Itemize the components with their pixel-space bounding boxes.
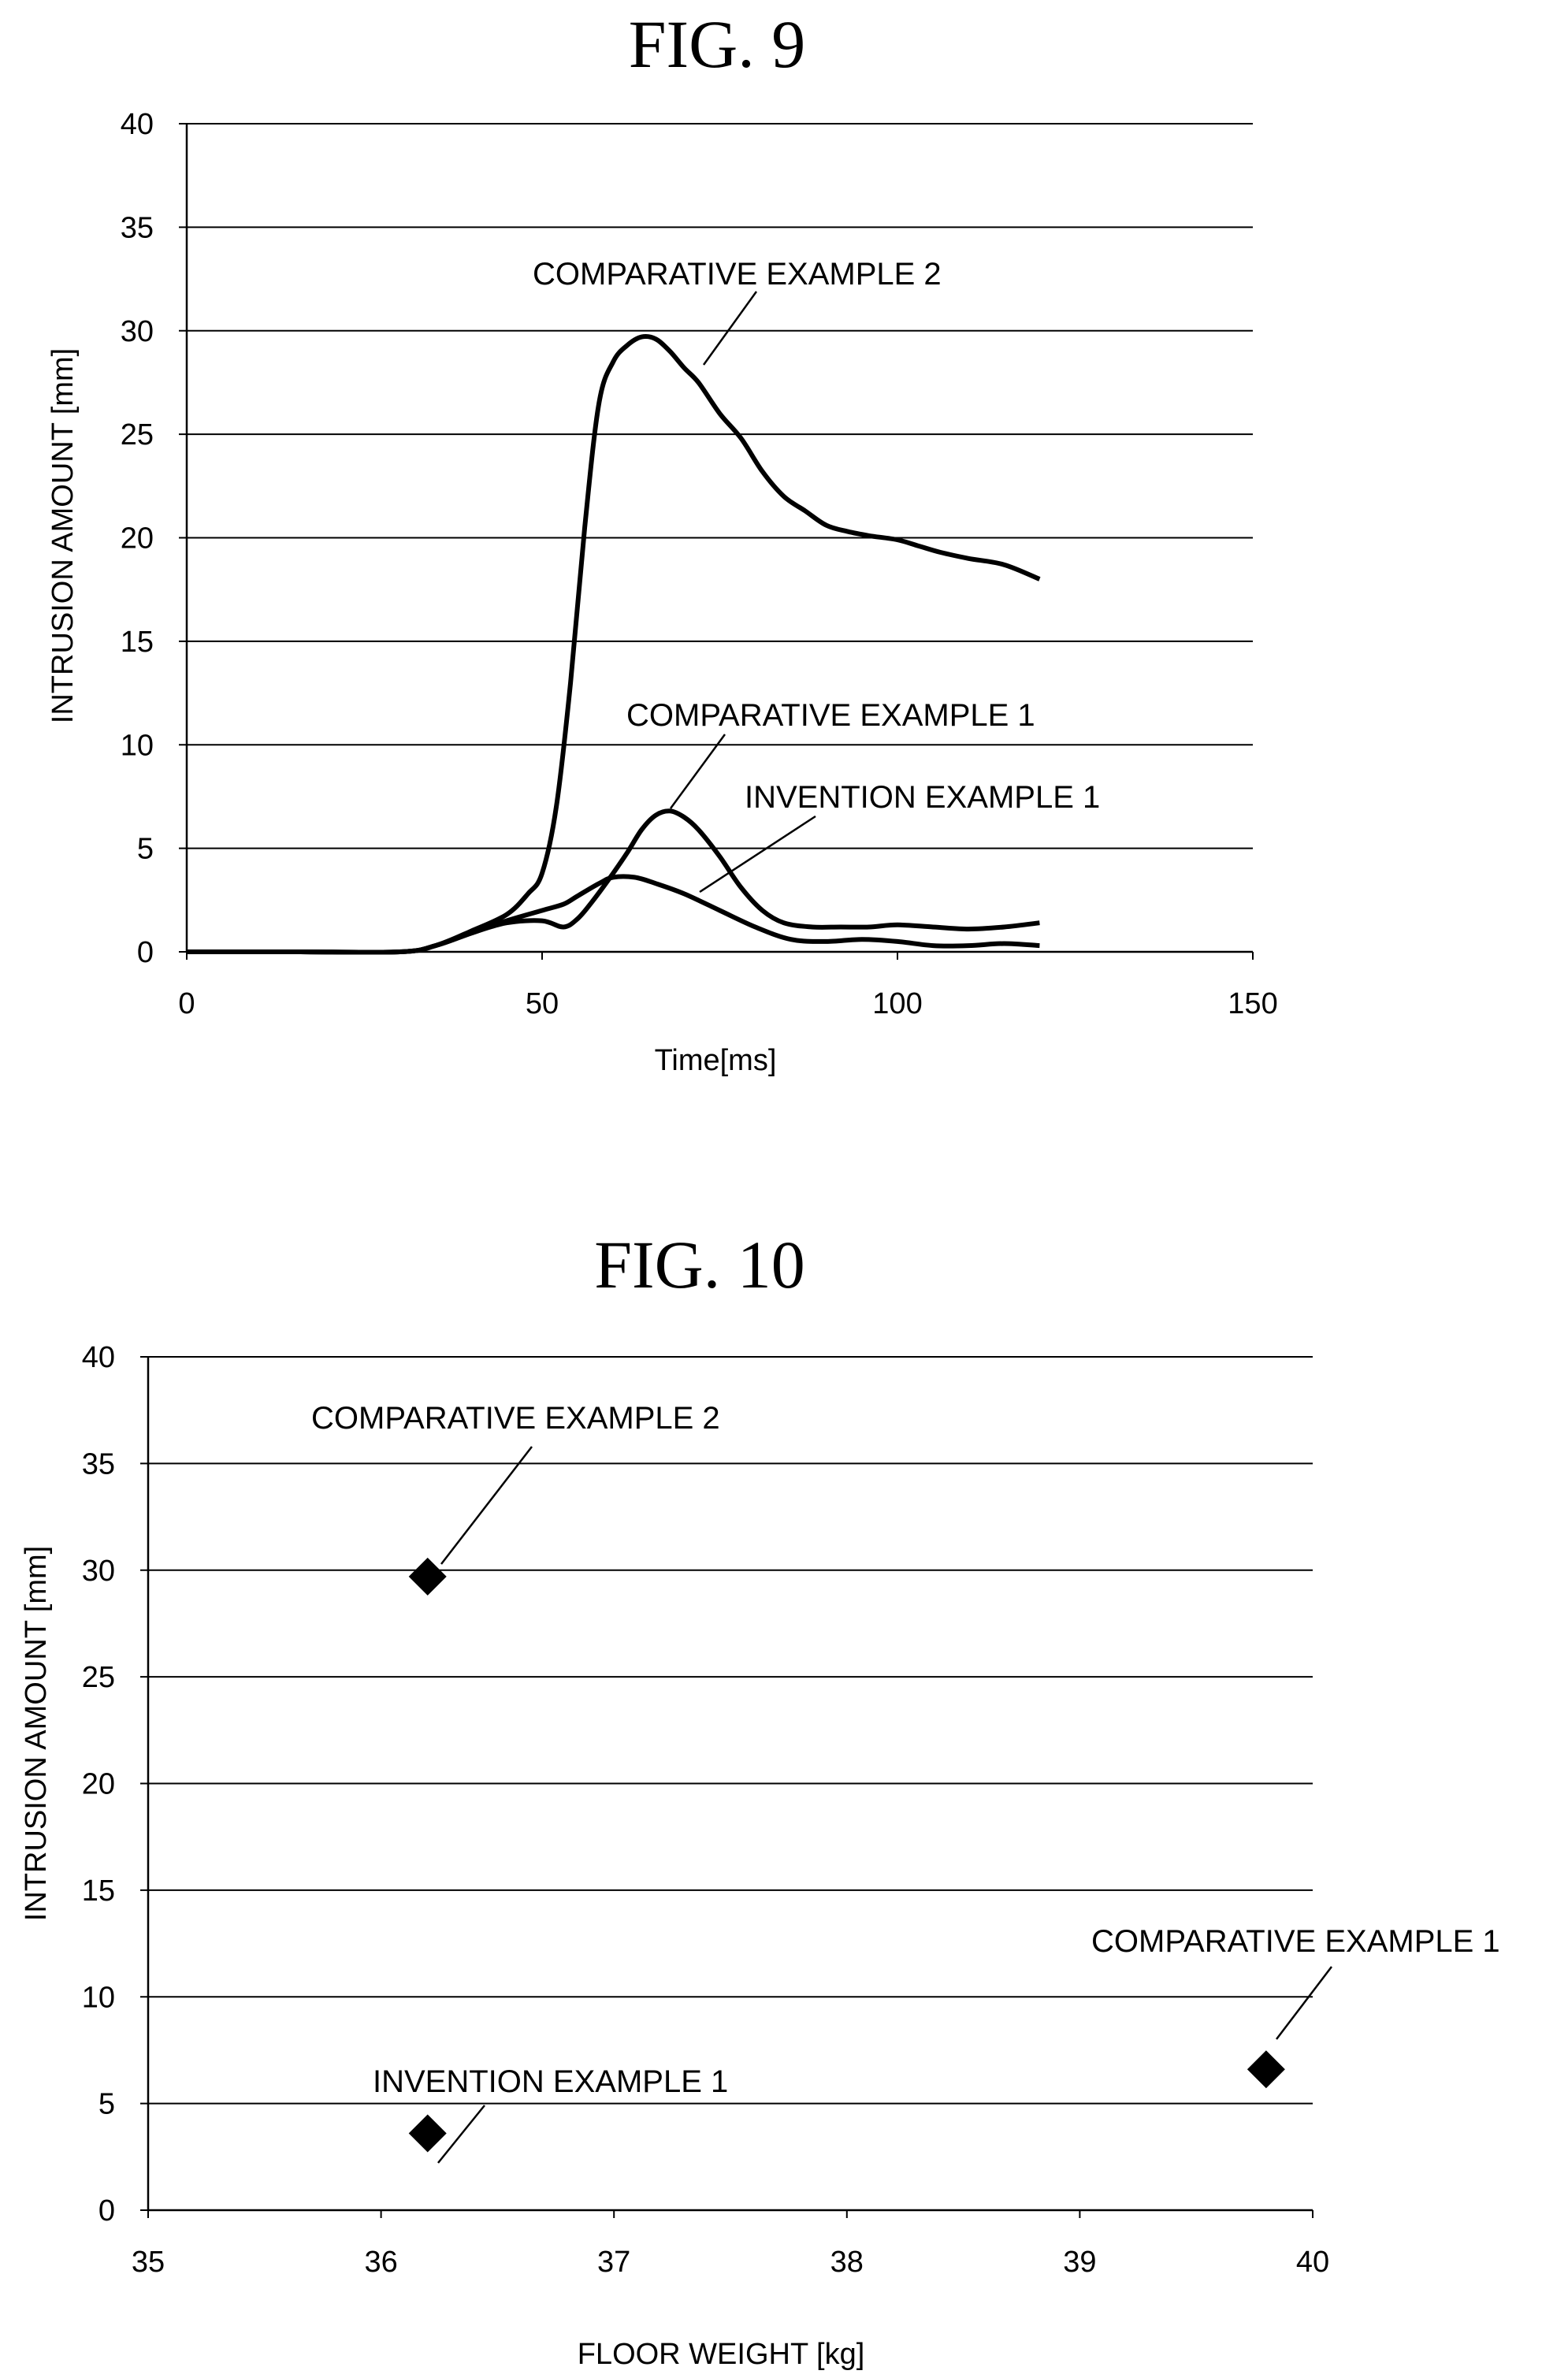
fig9-axes [179,123,1254,960]
fig10-y-tick-label: 20 [82,1768,115,1801]
fig9-leader-comparative-example-2 [702,291,758,366]
fig9-series-line-invention-example-1 [187,874,1040,955]
fig9-annotation-invention-example-1: INVENTION EXAMPLE 1 [745,780,1100,815]
fig9-y-tick-label: 15 [121,626,154,659]
fig10-point-comparative-example-1 [1247,2050,1285,2089]
fig10-y-tick-label: 40 [82,1341,115,1374]
fig10-x-tick-label: 38 [830,2246,864,2279]
fig9-leader-comparative-example-1 [669,734,726,809]
fig10-x-tick-label: 37 [597,2246,630,2279]
fig10-leader-comparative-example-1 [1276,1966,1332,2040]
fig9-y-tick-label: 10 [121,729,154,762]
fig10-y-tick-labels: 0 5 10 15 20 25 30 35 40 [82,1341,115,2228]
fig10-x-axis-label: FLOOR WEIGHT [kg] [578,2338,865,2371]
fig9-series-lines [187,334,1041,955]
fig10-y-tick-label: 5 [98,2088,115,2121]
fig10-y-tick-label: 25 [82,1661,115,1694]
fig10-gridlines [148,1356,1313,2105]
fig9-series-line-comparative-example-2 [187,334,1041,955]
fig10-leader-comparative-example-2 [440,1446,533,1565]
fig10-y-tick-label: 15 [82,1875,115,1908]
fig9-y-tick-label: 5 [137,833,154,866]
fig10-point-invention-example-1 [408,2114,447,2153]
fig10-y-tick-label: 30 [82,1555,115,1588]
fig9-x-tick-label: 150 [1228,987,1277,1020]
fig10-y-tick-label: 0 [98,2194,115,2228]
fig9-x-axis-label: Time[ms] [655,1044,777,1077]
fig10-y-tick-label: 35 [82,1447,115,1481]
fig10-chart: FIG. 10 0 5 10 15 20 25 30 35 40 35 36 37 38 39 40 FL… [20,1227,1500,2371]
fig10-axes [140,1356,1313,2218]
fig9-series-line-comparative-example-1 [187,808,1040,955]
fig10-x-tick-label: 35 [132,2246,165,2279]
fig10-x-tick-label: 40 [1296,2246,1329,2279]
fig10-x-tick-label: 39 [1063,2246,1096,2279]
fig9-x-tick-label: 0 [178,987,195,1020]
fig9-gridlines [187,123,1253,849]
fig10-y-tick-label: 10 [82,1981,115,2014]
fig9-annotation-comparative-example-1: COMPARATIVE EXAMPLE 1 [626,698,1035,733]
fig9-x-tick-label: 100 [872,987,922,1020]
fig9-chart: FIG. 9 0 5 10 15 20 25 30 35 40 0 50 100 150 Time[m… [46,6,1278,1077]
fig10-y-axis-label: INTRUSION AMOUNT [mm] [20,1546,53,1921]
fig9-y-tick-labels: 0 5 10 15 20 25 30 35 40 [121,108,154,969]
fig10-title: FIG. 10 [594,1227,805,1302]
fig9-x-tick-labels: 0 50 100 150 [178,987,1277,1020]
fig9-y-tick-label: 40 [121,108,154,141]
fig9-y-axis-label: INTRUSION AMOUNT [mm] [46,348,80,723]
fig10-leader-invention-example-1 [437,2105,485,2164]
fig9-y-tick-label: 25 [121,418,154,451]
fig10-x-tick-labels: 35 36 37 38 39 40 [132,2246,1329,2279]
fig9-y-tick-label: 20 [121,522,154,555]
fig9-leader-invention-example-1 [699,815,816,894]
fig9-x-tick-label: 50 [526,987,559,1020]
fig10-annotation-comparative-example-1: COMPARATIVE EXAMPLE 1 [1091,1924,1500,1959]
fig9-y-tick-label: 35 [121,211,154,244]
fig10-x-tick-label: 36 [364,2246,397,2279]
fig10-point-comparative-example-2 [408,1557,447,1596]
fig9-y-tick-label: 30 [121,315,154,348]
fig10-annotation-invention-example-1: INVENTION EXAMPLE 1 [373,2064,728,2099]
fig10-data-points [408,1557,1285,2153]
fig9-y-tick-label: 0 [137,936,154,969]
fig9-title: FIG. 9 [629,6,806,82]
fig9-annotation-comparative-example-2: COMPARATIVE EXAMPLE 2 [533,257,942,292]
fig10-annotation-comparative-example-2: COMPARATIVE EXAMPLE 2 [311,1401,720,1436]
